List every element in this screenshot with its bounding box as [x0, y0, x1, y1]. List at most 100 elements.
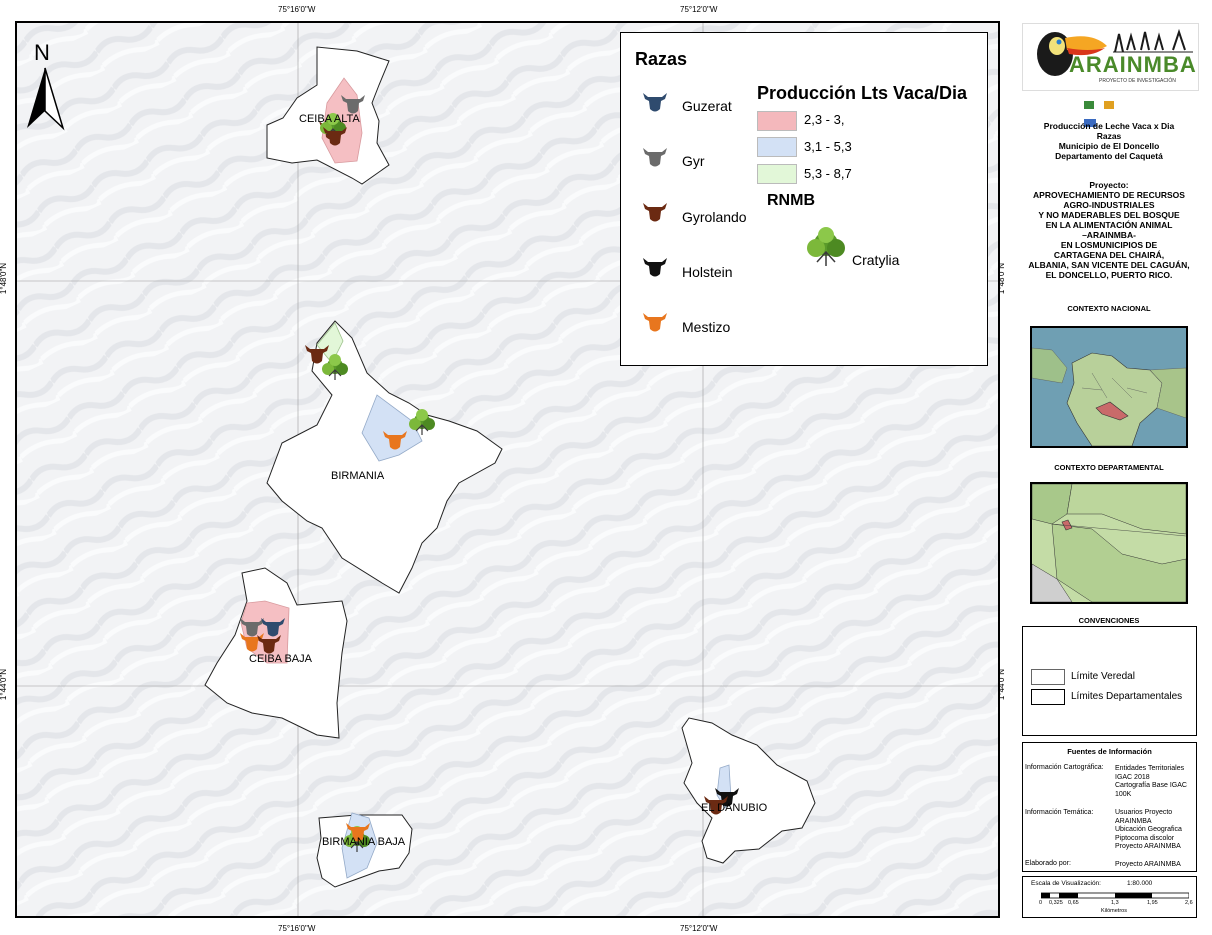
partner-logo-icon	[1084, 119, 1096, 127]
panel-title-1: Producción de Leche Vaca x Dia	[1043, 121, 1175, 131]
fuente-value-line: IGAC 2018	[1115, 773, 1150, 781]
cow-icon-gyrolando	[643, 203, 667, 222]
legend-raza-mestizo: Mestizo	[682, 319, 731, 335]
scale-bar	[1041, 892, 1189, 899]
project-line: Proyecto:	[1089, 180, 1129, 190]
vereda-label-birmania: BIRMANIA	[331, 470, 385, 482]
scale-value: 1:80.000	[1127, 880, 1153, 887]
north-arrow-icon	[27, 67, 65, 131]
produccion-polygon-birmania-north[interactable]	[316, 322, 344, 364]
partner-logo-icon	[1084, 101, 1094, 109]
legend-produccion-mid: 3,1 - 5,3	[804, 139, 852, 154]
fuente-label-elaborado: Elaborado por:	[1025, 860, 1071, 867]
logo-text: ARAINMBA	[1069, 52, 1197, 77]
fuente-value-line: Ubicación Geografica	[1115, 826, 1182, 833]
legend-produccion-low: 2,3 - 3,	[804, 112, 845, 127]
convenciones-box: Límite Veredal Límites Departamentales	[1022, 626, 1197, 736]
vereda-label-birmania-baja: BIRMANIA BAJA	[322, 836, 406, 848]
convenciones-title: CONVENCIONES	[1078, 616, 1140, 625]
legend-swatch-low	[757, 111, 797, 131]
cow-icon-mestizo	[643, 313, 667, 332]
convencion-swatch-departamental	[1031, 689, 1065, 705]
project-line: EN LOSMUNICIPIOS DE	[1060, 240, 1158, 250]
vereda-el-danubio[interactable]	[681, 717, 816, 864]
legend-swatch-high	[757, 164, 797, 184]
project-line: AGRO-INDUSTRIALES	[1063, 200, 1155, 210]
fuente-value-line: ARAINMBA	[1115, 817, 1152, 825]
scale-unit: Kilómetros	[1101, 908, 1127, 914]
fuente-label-cartografica: Información Cartográfica:	[1025, 764, 1104, 771]
coord-bottom-2: 75°12'0"W	[680, 924, 718, 933]
cow-icon-guzerat	[643, 93, 667, 112]
fuente-value-line: Cartografía Base IGAC	[1115, 782, 1187, 789]
fuente-value-line: Piptocoma discolor	[1115, 834, 1175, 842]
coord-left-2: 1°44'0"N	[0, 668, 9, 701]
contexto-nacional-map[interactable]	[1030, 326, 1188, 448]
scale-tick: 1,95	[1147, 900, 1158, 906]
legend-raza-guzerat: Guzerat	[682, 98, 732, 114]
project-line: ALBANIA, SAN VICENTE DEL CAGUÁN,	[1028, 260, 1190, 270]
fuente-value-line: Proyecto ARAINMBA	[1115, 843, 1181, 850]
vereda-label-ceiba-alta: CEIBA ALTA	[299, 113, 360, 125]
panel-title-2: Razas	[1096, 131, 1122, 141]
convencion-swatch-veredal	[1031, 669, 1065, 685]
fuente-value-tematica: Usuarios Proyecto ARAINMBA Ubicación Geo…	[1115, 809, 1182, 852]
vereda-label-el-danubio: EL DANUBIO	[701, 802, 768, 814]
scale-ticks: 0 0,325 0,65 1,3 1,95 2,6	[1039, 900, 1193, 908]
fuente-label-tematica: Información Temática:	[1025, 809, 1094, 816]
contexto-departamental-svg	[1032, 484, 1186, 602]
coord-bottom-1: 75°16'0"W	[278, 924, 316, 933]
legend-razas-title: Razas	[635, 49, 688, 69]
partner-logo-icon	[1104, 101, 1115, 109]
contexto-nacional-svg	[1032, 347, 1186, 446]
panel-title-4: Departamento del Caquetá	[1055, 151, 1163, 161]
coord-top-2: 75°12'0"W	[680, 5, 718, 14]
legend-raza-gyrolando: Gyrolando	[682, 209, 747, 225]
fuentes-title: Fuentes de Información	[1067, 747, 1152, 756]
coord-left-1: 1°48'0"N	[0, 262, 9, 295]
scale-box: Escala de Visualización: 1:80.000 0 0,32…	[1022, 876, 1197, 918]
project-line: EL DONCELLO, PUERTO RICO.	[1045, 270, 1173, 280]
contexto-departamental-map[interactable]	[1030, 482, 1188, 604]
legend-raza-icons	[643, 93, 667, 332]
legend-raza-holstein: Holstein	[682, 264, 733, 280]
panel-title-3: Municipio de El Doncello	[1058, 141, 1160, 151]
project-line: –ARAINMBA-	[1082, 230, 1136, 240]
logo-subtext: PROYECTO DE INVESTIGACIÓN	[1099, 78, 1176, 84]
fuente-value-cartografica: Entidades Territoriales IGAC 2018 Cartog…	[1115, 765, 1187, 799]
project-line: CARTAGENA DEL CHAIRÁ,	[1053, 250, 1165, 260]
scale-tick: 1,3	[1111, 900, 1119, 906]
fuente-value-line: Entidades Territoriales	[1115, 765, 1185, 772]
coord-top-1: 75°16'0"W	[278, 5, 316, 14]
legend-swatch-mid	[757, 137, 797, 157]
convencion-limites-departamentales: Límites Departamentales	[1071, 691, 1183, 702]
contexto-nacional-title: CONTEXTO NACIONAL	[1067, 304, 1151, 313]
scale-tick: 0,325	[1049, 900, 1063, 906]
fuente-value-line: Usuarios Proyecto	[1115, 809, 1173, 816]
cratylia-icon	[807, 227, 845, 266]
project-line: Y NO MADERABLES DEL BOSQUE	[1038, 210, 1180, 220]
toucan-logo-icon	[1037, 28, 1193, 76]
side-panel: ARAINMBA PROYECTO DE INVESTIGACIÓN Produ…	[1020, 20, 1199, 920]
north-label: N	[34, 40, 50, 65]
logo: ARAINMBA PROYECTO DE INVESTIGACIÓN	[1022, 23, 1199, 91]
legend: Razas Guzerat Gyr Gyrolando Holstein Mes…	[620, 32, 988, 366]
fuente-value-elaborado: Proyecto ARAINMBA	[1115, 861, 1181, 868]
contexto-departamental-title: CONTEXTO DEPARTAMENTAL	[1054, 463, 1164, 472]
project-line: EN LA ALIMENTACIÓN ANIMAL	[1045, 220, 1173, 230]
produccion-polygon-birmania[interactable]	[361, 394, 423, 462]
partner-logos	[1084, 96, 1134, 127]
scale-tick: 2,6	[1185, 900, 1193, 906]
fuentes-box: Fuentes de Información Información Carto…	[1022, 742, 1197, 872]
legend-produccion-high: 5,3 - 8,7	[804, 166, 852, 181]
legend-raza-gyr: Gyr	[682, 153, 705, 169]
vereda-label-ceiba-baja: CEIBA BAJA	[249, 653, 313, 665]
fuente-value-line: 100K	[1115, 790, 1132, 798]
project-line: APROVECHAMIENTO DE RECURSOS	[1033, 190, 1185, 200]
legend-produccion-title: Producción Lts Vaca/Dia	[757, 83, 968, 103]
cow-icon-gyr	[643, 148, 667, 167]
cow-icon-holstein	[643, 258, 667, 277]
legend-rnmb-cratylia: Cratylia	[852, 252, 900, 268]
convencion-limite-veredal: Límite Veredal	[1071, 671, 1135, 682]
scale-tick: 0,65	[1068, 900, 1079, 906]
